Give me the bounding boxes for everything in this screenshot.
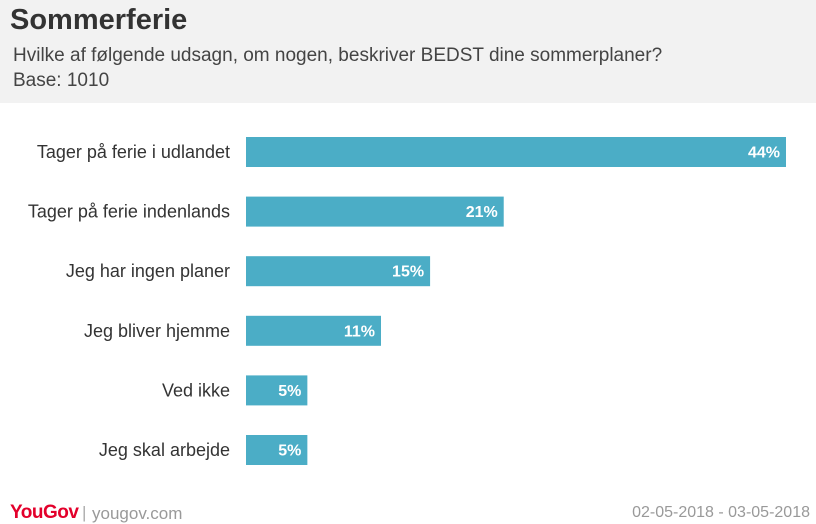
bar [246,196,504,227]
sample-base: Base: 1010 [13,70,110,91]
category-label: Tager på ferie indenlands [28,202,230,222]
bar-value-label: 15% [392,264,424,281]
category-label: Ved ikke [162,380,230,400]
yougov-logo: YouGov [10,502,79,523]
bar [246,375,308,406]
bar-value-label: 44% [748,145,780,162]
bar-value-label: 5% [278,443,301,460]
footer-separator: | [82,503,87,522]
bar [246,256,431,287]
category-label: Jeg har ingen planer [66,261,230,281]
bar-value-label: 11% [344,323,375,340]
bar-chart: Tager på ferie i udlandet 44% Tager på fer… [28,137,786,465]
bar [246,137,786,167]
chart-header: Sommerferie Hvilke af følgende udsagn, o… [0,0,816,103]
category-label: Tager på ferie i udlandet [37,142,230,162]
bar-value-label: 5% [278,383,301,400]
chart-title: Sommerferie [10,4,188,36]
footer-date-range: 02-05-2018 - 03-05-2018 [632,504,810,521]
category-label: Jeg skal arbejde [99,440,230,460]
bar-value-label: 21% [466,204,498,221]
category-label: Jeg bliver hjemme [84,321,230,341]
chart-subtitle: Hvilke af følgende udsagn, om nogen, bes… [13,45,663,66]
bar [246,435,308,465]
footer-url: yougov.com [92,504,183,523]
bar [246,315,381,346]
